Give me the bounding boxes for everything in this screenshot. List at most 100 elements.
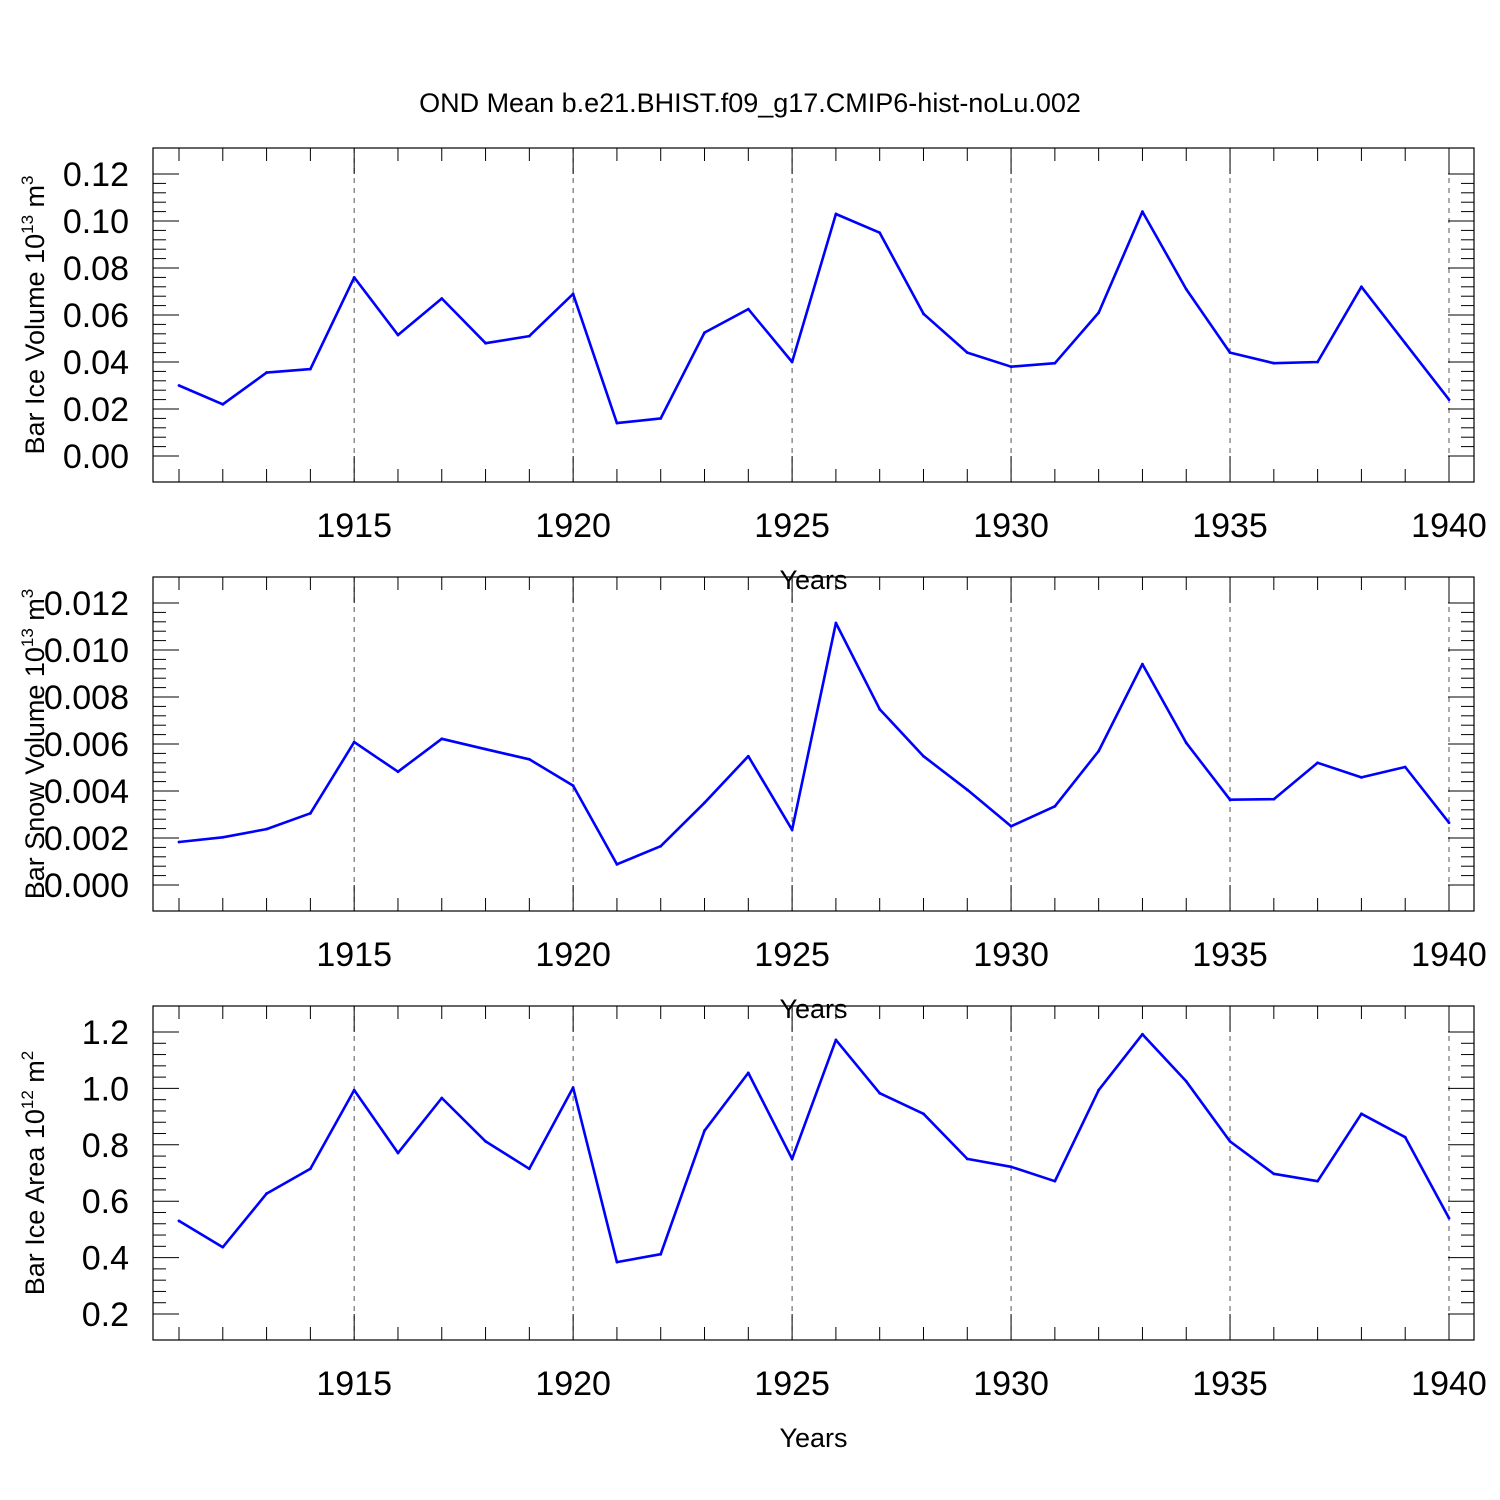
plot-frame [152, 147, 1475, 483]
panel-1: 1915 1920 1925 1930 1935 1940 0.00 0.02 0.04 0.06… [18, 147, 1487, 595]
y-tick-label: 0.6 [82, 1183, 129, 1221]
data-point [527, 1167, 531, 1171]
x-tick-label: 1930 [973, 507, 1049, 545]
x-tick-label: 1925 [754, 1365, 830, 1403]
data-point [746, 307, 750, 311]
data-point [1184, 741, 1188, 745]
data-point [922, 312, 925, 316]
data-point [571, 1086, 575, 1089]
data-point [352, 740, 356, 744]
data-point [177, 1219, 181, 1223]
data-point [1053, 804, 1057, 808]
data-point [265, 1192, 268, 1195]
data-point [265, 371, 268, 374]
panels: 1915 1920 1925 1930 1935 1940 0.00 0.02 0.04 0.06… [18, 147, 1487, 1453]
data-point [221, 402, 225, 406]
data-point [1184, 1079, 1188, 1083]
y-tick-label: 0.4 [82, 1240, 129, 1278]
data-point [440, 297, 444, 300]
data-point [1403, 1135, 1407, 1139]
data-point [965, 788, 969, 792]
data-point [790, 828, 794, 832]
data-point [265, 827, 268, 831]
x-tick-label: 1940 [1411, 1365, 1487, 1403]
data-point [965, 351, 969, 354]
panel-2: 1915 1920 1925 1930 1935 1940 0.000 0.002 0.004 0… [18, 576, 1487, 1024]
chart-title: OND Mean b.e21.BHIST.f09_g17.CMIP6-hist-… [419, 88, 1081, 118]
y-tick-label: 0.04 [63, 344, 129, 382]
x-tick-label: 1930 [973, 936, 1049, 974]
data-point [878, 231, 882, 235]
data-point [1403, 341, 1407, 345]
x-tick-label: 1920 [535, 936, 611, 974]
data-point [1009, 824, 1013, 828]
data-point [1447, 1216, 1451, 1220]
data-point [1360, 285, 1363, 289]
data-point [922, 1112, 925, 1116]
y-tick-label: 0.00 [63, 438, 129, 476]
data-point [1053, 1179, 1057, 1183]
data-point [790, 1157, 794, 1161]
series-line [178, 621, 1451, 866]
data-point [1097, 1088, 1101, 1092]
y-tick-label: 0.004 [44, 773, 129, 811]
data-point [1360, 775, 1363, 779]
y-tick-label: 0.2 [82, 1296, 129, 1334]
data-point [790, 360, 794, 364]
x-tick-label: 1940 [1411, 507, 1487, 545]
data-point [1009, 365, 1013, 369]
data-point [1272, 797, 1276, 801]
data-point [177, 384, 181, 387]
data-point [221, 835, 225, 839]
data-point [834, 1038, 838, 1042]
y-axis-label: Bar Snow Volume 1013 m3 [18, 589, 50, 900]
y-tick-label: 0.12 [63, 156, 129, 194]
data-point [834, 212, 838, 216]
data-point [659, 1252, 663, 1256]
y-tick-label: 0.000 [44, 867, 129, 905]
data-point [177, 840, 181, 844]
data-point [484, 747, 487, 751]
data-point [878, 707, 882, 711]
data-point [834, 621, 838, 625]
data-point [308, 367, 312, 371]
data-point [1316, 761, 1320, 765]
data-point [659, 417, 663, 420]
data-point [1272, 361, 1276, 365]
x-tick-label: 1915 [316, 1365, 392, 1403]
data-point [396, 1151, 400, 1155]
x-tick-label: 1920 [535, 1365, 611, 1403]
data-point [1097, 749, 1101, 753]
series-line [178, 210, 1451, 425]
x-tick-label: 1940 [1411, 936, 1487, 974]
data-point [703, 331, 706, 335]
data-point [703, 1129, 706, 1133]
data-point [922, 754, 925, 758]
data-point [965, 1157, 969, 1161]
data-point [1360, 1112, 1363, 1116]
data-point [1228, 1140, 1232, 1143]
x-tick-label: 1915 [316, 936, 392, 974]
data-point [1228, 351, 1232, 354]
x-tick-label: 1935 [1192, 1365, 1268, 1403]
x-tick-label: 1935 [1192, 936, 1268, 974]
y-tick-label: 0.8 [82, 1127, 129, 1165]
data-point [1141, 210, 1144, 214]
y-tick-label: 0.08 [63, 250, 129, 288]
data-point [615, 862, 619, 866]
data-point [1184, 287, 1188, 291]
panel-3: 1915 1920 1925 1930 1935 1940 0.2 0.4 0.6 0.8 1.0 1… [18, 1005, 1487, 1453]
y-tick-label: 0.002 [44, 820, 129, 858]
data-point [615, 421, 619, 425]
data-point [352, 276, 356, 279]
x-axis-label: Years [779, 1423, 847, 1453]
data-point [1403, 765, 1407, 769]
plot-frame [152, 1005, 1475, 1341]
plot-frame [152, 576, 1475, 912]
series-line [178, 1033, 1451, 1264]
data-point [396, 333, 400, 337]
data-point [1447, 398, 1451, 401]
data-point [1272, 1172, 1276, 1176]
data-point [1141, 662, 1144, 666]
